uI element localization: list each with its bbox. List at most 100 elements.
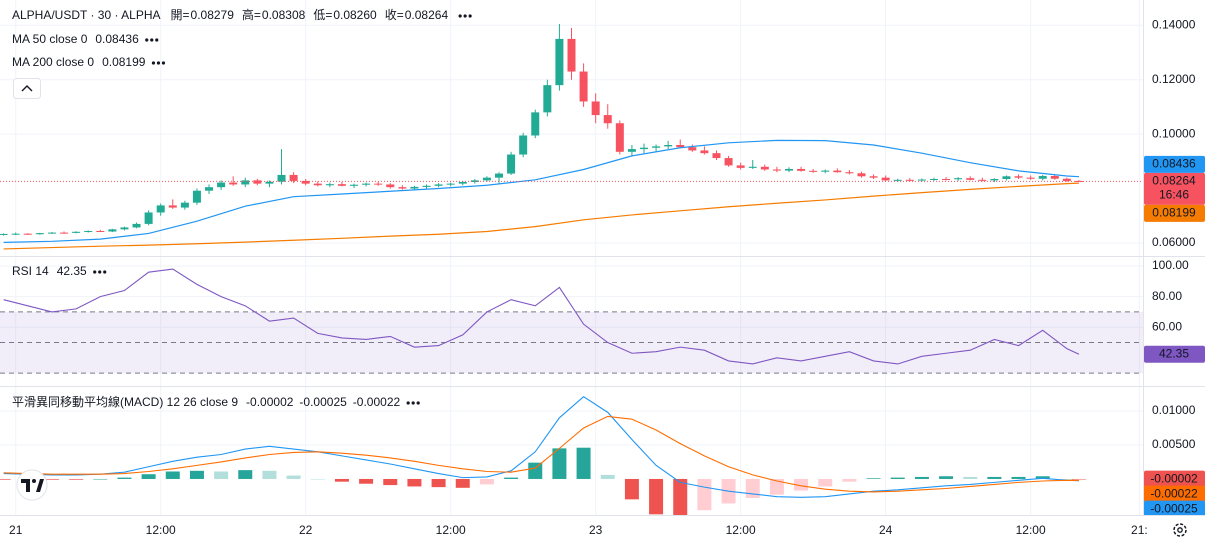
candle-body — [676, 145, 685, 148]
candle-body — [869, 176, 878, 178]
tradingview-logo[interactable] — [16, 469, 48, 501]
legend-text: MA 50 close 0 — [12, 32, 88, 46]
histogram-bar — [624, 478, 639, 500]
candle-body — [313, 183, 322, 186]
candle-body — [446, 183, 455, 185]
macd-tag: -0.00022 — [1150, 486, 1198, 500]
ma-tag: 0.08199 — [1152, 206, 1196, 220]
legend-text: RSI 14 — [12, 264, 49, 278]
candle-body — [724, 158, 733, 166]
histogram-bar — [262, 470, 277, 479]
legend-text: 高= — [242, 7, 261, 22]
candle-body — [652, 146, 661, 148]
candle-body — [35, 233, 44, 235]
candle-body — [422, 185, 431, 187]
more-button[interactable] — [151, 61, 156, 65]
legend-text: 收= — [385, 8, 404, 22]
more-button[interactable] — [411, 401, 415, 405]
x-tick-label: 12:00 — [1016, 523, 1046, 537]
candle-body — [1014, 176, 1023, 178]
histogram-bar — [1011, 476, 1026, 479]
candle-body — [990, 179, 999, 181]
histogram-bar — [1071, 478, 1086, 480]
rsi-line — [3, 268, 1080, 365]
candle-body — [1002, 176, 1011, 180]
candle-body — [72, 231, 81, 233]
histogram-bar — [890, 477, 905, 479]
histogram-bar — [987, 476, 1002, 479]
legend-text: 0.08264 — [405, 8, 449, 22]
macd-tag-bg — [1144, 470, 1205, 488]
last-price-tag-bg — [1144, 172, 1205, 205]
candle-body — [205, 187, 214, 191]
candle-body — [362, 183, 371, 185]
more-button[interactable] — [155, 38, 159, 42]
macd-tag: -0.00002 — [1150, 471, 1198, 485]
candle-body — [712, 153, 721, 159]
settings-button[interactable] — [1173, 523, 1187, 537]
legend-text: -0.00022 — [353, 395, 401, 409]
more-button[interactable] — [458, 14, 462, 18]
time-axis: 21 12:00 22 12:00 23 12:00 24 12:00 21: — [9, 523, 1148, 537]
more-button[interactable] — [145, 38, 149, 42]
ma-tag-bg — [1144, 204, 1205, 222]
x-tick-label: 21 — [9, 523, 23, 537]
macd-pane — [0, 396, 1086, 515]
more-button[interactable] — [468, 14, 472, 18]
legend-text: -0.00002 — [246, 395, 294, 409]
candle-body — [434, 184, 443, 186]
histogram-bar — [649, 478, 664, 515]
more-button[interactable] — [93, 270, 97, 274]
legend-text: 平滑異同移動平均線(MACD) 12 26 close 9 — [12, 394, 238, 409]
candle-body — [325, 184, 334, 186]
legend-text: 0.08260 — [333, 8, 377, 22]
candle-body — [760, 166, 769, 170]
histogram-bar — [842, 478, 857, 482]
candle-body — [229, 182, 238, 185]
candle-body — [458, 182, 467, 184]
more-button[interactable] — [161, 61, 166, 65]
more-button[interactable] — [416, 401, 420, 405]
legend-text: 0.08279 — [191, 8, 235, 22]
candle-body — [942, 179, 951, 181]
x-tick-label: 22 — [299, 523, 313, 537]
candle-body — [350, 184, 359, 186]
last-price-tag: 0.08264 — [1152, 174, 1196, 188]
countdown: 16:46 — [1159, 188, 1189, 202]
histogram-bar — [431, 478, 446, 488]
ma-line — [3, 182, 1079, 250]
more-button[interactable] — [156, 61, 161, 65]
candle-body — [60, 232, 69, 234]
candle-body — [519, 135, 528, 155]
macd-tag: -0.00025 — [1150, 501, 1198, 515]
candle-body — [543, 85, 552, 113]
candle-body — [0, 233, 8, 235]
candle-body — [821, 170, 830, 172]
candle-body — [784, 168, 793, 171]
candle-body — [108, 229, 117, 232]
candle-body — [700, 150, 709, 154]
y-tick-label: 0.00500 — [1152, 437, 1196, 451]
histogram-bar — [0, 478, 11, 480]
more-button[interactable] — [406, 401, 410, 405]
candle-body — [893, 179, 902, 181]
histogram-bar — [44, 478, 59, 480]
y-tick-label: 0.10000 — [1152, 126, 1196, 140]
candle-body — [265, 181, 274, 184]
candle-body — [772, 169, 781, 171]
legend: ALPHA/USDT · 30 · ALPHA 開= 0.08279 高= 0.0830… — [12, 7, 472, 409]
histogram-bar — [479, 478, 494, 485]
candle-body — [277, 174, 286, 182]
more-button[interactable] — [150, 38, 154, 42]
histogram-bar — [504, 477, 519, 479]
more-button[interactable] — [103, 270, 107, 274]
candle-body — [253, 180, 262, 184]
more-button[interactable] — [98, 270, 102, 274]
more-button[interactable] — [463, 14, 467, 18]
rsi-pane — [0, 268, 1143, 374]
axes: 0.06000 0.10000 0.12000 0.14000 0.0826416:46… — [1144, 17, 1205, 518]
candle-body — [47, 232, 56, 234]
collapse-button[interactable] — [13, 78, 41, 99]
legend-text: 低= — [313, 8, 332, 22]
